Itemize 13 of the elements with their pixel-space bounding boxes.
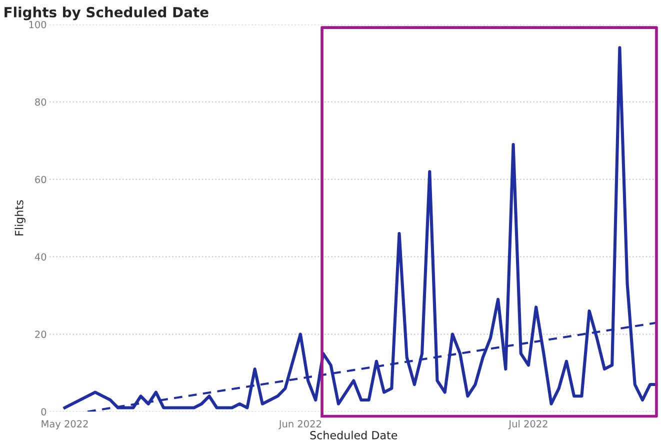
y-tick-label: 60: [35, 176, 46, 184]
y-tick-label: 100: [29, 20, 46, 28]
chart-title: Flights by Scheduled Date: [4, 6, 208, 20]
x-tick-label: Jul 2022: [508, 420, 548, 430]
y-tick-label: 0: [41, 408, 46, 416]
y-axis-title: Flights: [14, 200, 26, 236]
x-tick-label: Jun 2022: [278, 420, 321, 430]
y-tick-label: 20: [35, 330, 46, 338]
y-tick-label: 80: [35, 98, 46, 106]
y-tick-label: 40: [34, 253, 46, 261]
x-tick-label: May 2022: [42, 420, 88, 430]
line-series: [63, 46, 658, 410]
x-axis-title: Scheduled Date: [310, 430, 398, 440]
